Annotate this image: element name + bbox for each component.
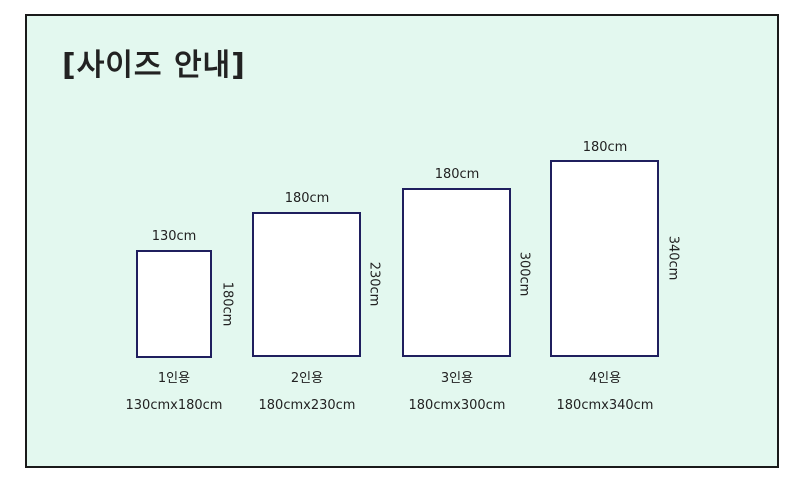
size-rect-4 (550, 160, 659, 357)
page-title: [사이즈 안내] (62, 48, 246, 83)
size-spec-1: 130cmx180cm (125, 398, 223, 413)
persons-label-2: 2인용 (290, 371, 324, 386)
size-spec-4: 180cmx340cm (556, 398, 654, 413)
height-label-4: 340cm (665, 235, 681, 281)
persons-label-1: 1인용 (157, 371, 191, 386)
height-label-3: 300cm (516, 251, 532, 297)
height-label-1: 180cm (219, 281, 235, 327)
width-label-4: 180cm (582, 140, 628, 155)
width-label-2: 180cm (284, 191, 330, 206)
width-label-3: 180cm (434, 167, 480, 182)
persons-label-3: 3인용 (440, 371, 474, 386)
size-rect-1 (136, 250, 212, 358)
size-spec-2: 180cmx230cm (258, 398, 356, 413)
width-label-1: 130cm (151, 229, 197, 244)
size-rect-2 (252, 212, 361, 357)
size-spec-3: 180cmx300cm (408, 398, 506, 413)
persons-label-4: 4인용 (588, 371, 622, 386)
height-label-2: 230cm (366, 261, 382, 307)
size-rect-3 (402, 188, 511, 357)
